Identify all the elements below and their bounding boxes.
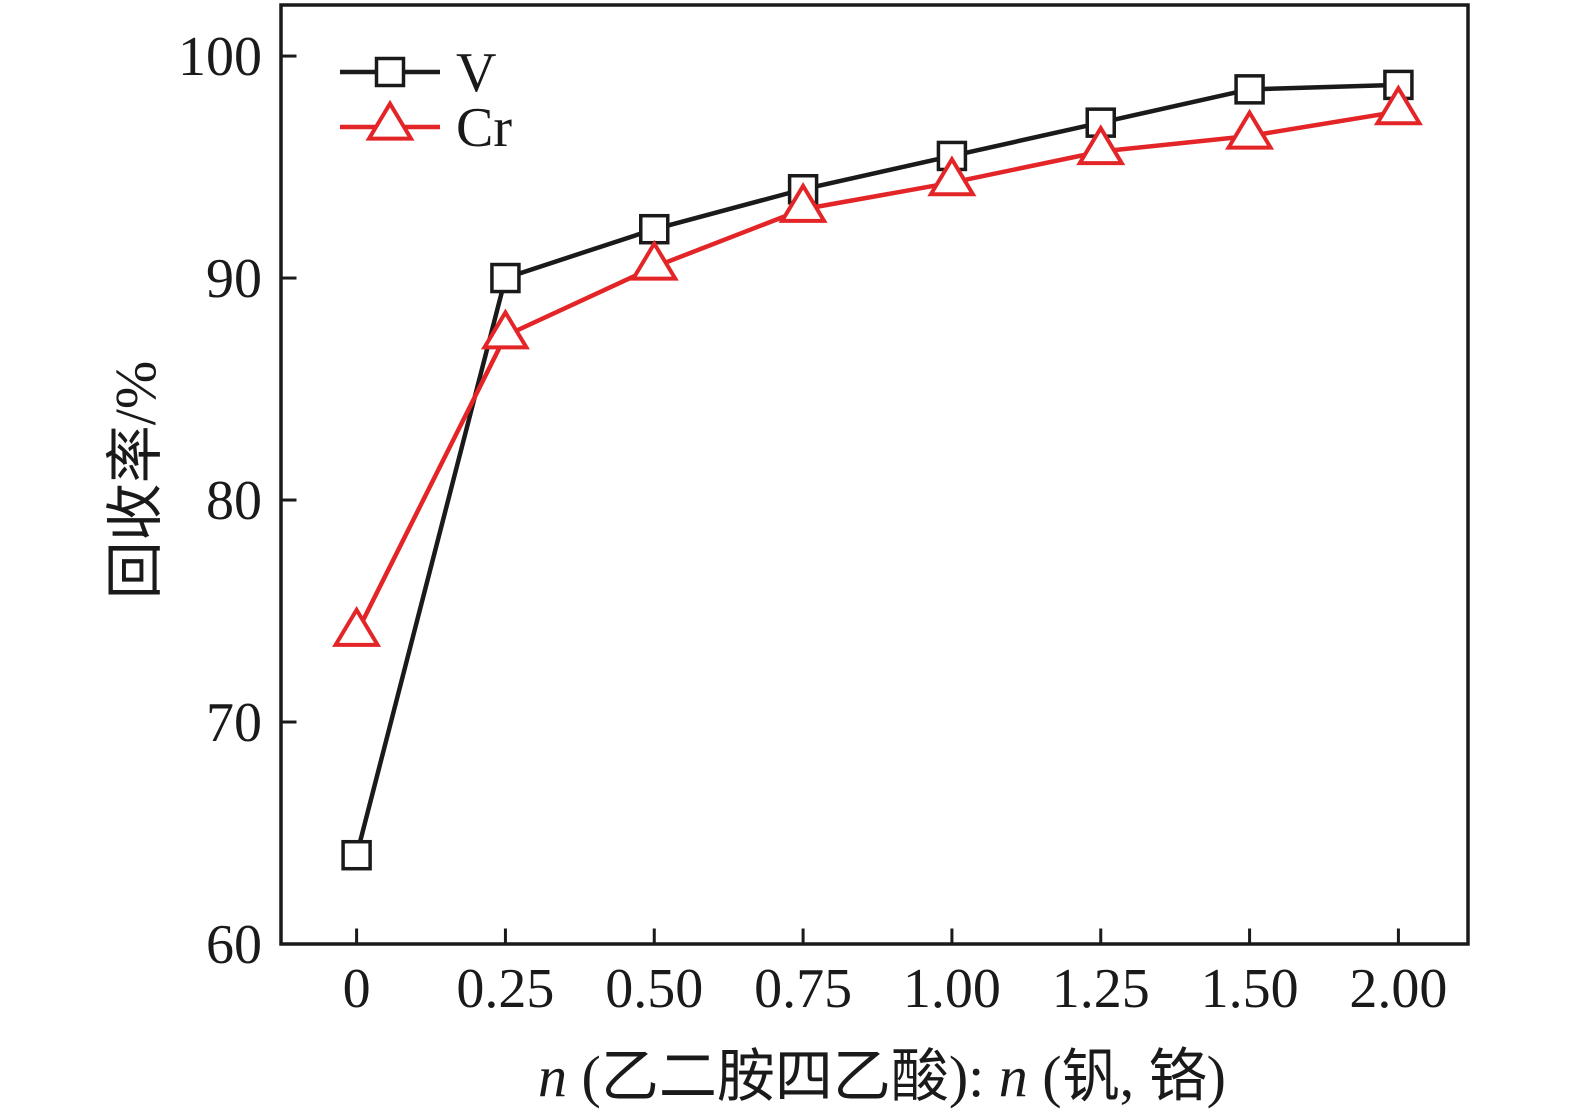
y-tick-label-70: 70 <box>206 692 262 754</box>
marker-V-0.25 <box>490 262 521 294</box>
y-axis-ticks: 60 70 80 90 100 <box>178 26 297 976</box>
data-series <box>332 69 1423 871</box>
legend-label-Cr: Cr <box>456 97 512 159</box>
y-tick-label-100: 100 <box>178 26 262 88</box>
x-tick-label-2.00: 2.00 <box>1349 958 1447 1020</box>
marker-Cr-1.50 <box>1225 108 1275 150</box>
legend-label-V: V <box>456 42 496 104</box>
x-tick-label-0: 0 <box>343 958 371 1020</box>
marker-Cr-0.50 <box>629 239 679 281</box>
marker-V-0.50 <box>639 213 670 245</box>
y-tick-label-80: 80 <box>206 470 262 532</box>
marker-Cr-0.75 <box>778 182 828 223</box>
marker-Cr-0.25 <box>480 308 530 350</box>
marker-Cr-1.25 <box>1076 124 1126 166</box>
marker-V-1.50 <box>1234 74 1265 105</box>
legend-marker-V <box>374 56 406 88</box>
x-tick-label-0.50: 0.50 <box>605 958 703 1020</box>
x-tick-label-1.00: 1.00 <box>903 958 1001 1020</box>
marker-Cr-0 <box>332 605 382 647</box>
x-tick-label-1.25: 1.25 <box>1052 958 1150 1020</box>
x-axis-title: n (乙二胺四乙酸): n (钒, 铬) <box>538 1044 1226 1109</box>
legend-marker-Cr <box>365 99 415 141</box>
y-axis-title: 回收率/% <box>103 361 168 599</box>
series-line-V <box>354 82 1399 856</box>
marker-V-0 <box>341 839 372 871</box>
y-tick-label-90: 90 <box>206 248 262 310</box>
marker-Cr-1.00 <box>927 155 977 197</box>
x-tick-label-0.75: 0.75 <box>754 958 852 1020</box>
series-line-Cr <box>354 109 1399 635</box>
legend: VCr <box>340 42 512 159</box>
plot-area-border <box>279 3 1470 946</box>
x-tick-label-1.50: 1.50 <box>1201 958 1299 1020</box>
x-axis-ticks: 0 0.25 0.50 0.75 1.00 1.25 1.50 2.00 <box>343 928 1447 1020</box>
x-tick-label-0.25: 0.25 <box>456 958 554 1020</box>
marker-Cr-2.00 <box>1373 84 1423 126</box>
y-tick-label-60: 60 <box>206 914 262 976</box>
